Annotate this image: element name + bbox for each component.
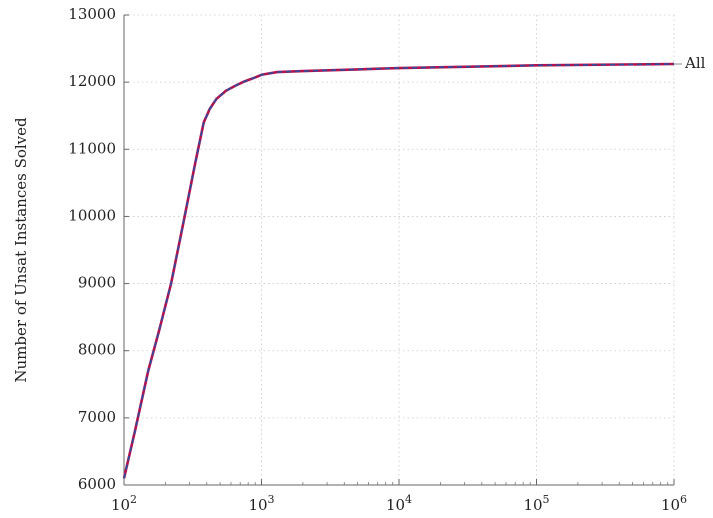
series-line-all — [122, 62, 675, 479]
y-tick-label: 11000 — [68, 139, 116, 157]
y-tick-label: 6000 — [78, 475, 116, 493]
x-tick-label: 105 — [523, 493, 549, 514]
y-tick-label: 9000 — [78, 274, 116, 292]
x-tick-label: 104 — [386, 493, 412, 514]
x-ticks: 102 103 104 105 106 — [111, 479, 687, 514]
y-ticks: 6000 7000 8000 9000 10000 11000 12000 13000 — [68, 5, 129, 493]
x-tick-label: 102 — [111, 493, 137, 514]
x-tick-label: 106 — [661, 493, 687, 514]
grid — [123, 14, 675, 486]
y-tick-label: 7000 — [78, 408, 116, 426]
series-layer: All — [122, 54, 706, 479]
y-tick-label: 10000 — [68, 206, 116, 224]
x-tick-label: 103 — [248, 493, 274, 514]
y-tick-label: 13000 — [68, 5, 116, 23]
y-tick-label: 12000 — [68, 72, 116, 90]
y-axis-label: Number of Unsat Instances Solved — [12, 117, 30, 383]
series-label-all: All — [684, 54, 706, 72]
y-tick-label: 8000 — [78, 341, 116, 359]
